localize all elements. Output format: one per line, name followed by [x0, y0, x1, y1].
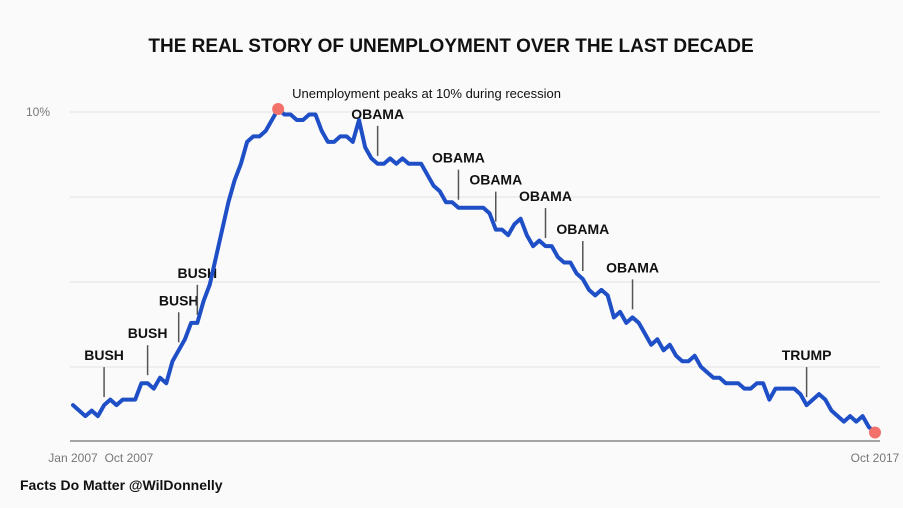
x-tick-label: Oct 2007 [105, 451, 154, 465]
peak-annotation: Unemployment peaks at 10% during recessi… [292, 86, 561, 101]
y-tick-label-10pct: 10% [26, 105, 50, 119]
x-axis-ticks: Jan 2007 Oct 2007 Oct 2017 [48, 451, 899, 465]
president-label: OBAMA [469, 172, 522, 188]
president-label: BUSH [128, 325, 168, 341]
chart-title: THE REAL STORY OF UNEMPLOYMENT OVER THE … [148, 36, 753, 57]
highlight-point [272, 103, 285, 115]
president-label: OBAMA [556, 221, 609, 237]
president-label: BUSH [84, 347, 124, 363]
x-tick-label: Oct 2017 [851, 451, 900, 465]
president-label: OBAMA [606, 259, 659, 275]
president-label: BUSH [178, 265, 218, 281]
x-tick-label: Jan 2007 [48, 451, 98, 465]
president-label: BUSH [159, 292, 199, 308]
gridlines [70, 111, 880, 442]
credit-text: Facts Do Matter @WilDonnelly [20, 477, 223, 493]
president-labels: BUSHBUSHBUSHBUSHOBAMAOBAMAOBAMAOBAMAOBAM… [84, 106, 832, 398]
president-label: OBAMA [432, 150, 485, 166]
highlight-points [272, 103, 881, 439]
highlight-point [869, 426, 881, 439]
unemployment-series-line [71, 107, 877, 435]
president-label: OBAMA [519, 188, 572, 204]
president-label: TRUMP [782, 347, 832, 363]
president-label: OBAMA [351, 106, 404, 122]
